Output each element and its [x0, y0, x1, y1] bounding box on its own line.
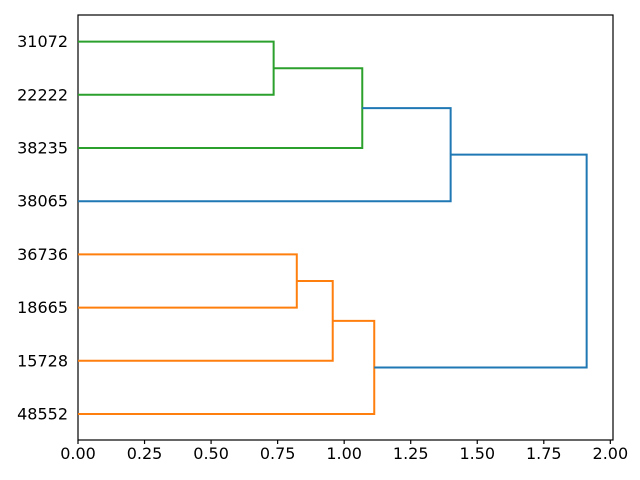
- dendrogram-link-3: [78, 253, 298, 309]
- leaf-label-18665: 18665: [17, 298, 68, 317]
- dendrogram-link-1: [78, 67, 364, 149]
- dendrogram-link-5: [78, 319, 376, 415]
- leaf-label-38235: 38235: [17, 139, 68, 158]
- dendrogram-link-4: [78, 280, 334, 362]
- leaf-label-38065: 38065: [17, 192, 68, 211]
- x-axis-tick-label: 0.25: [127, 444, 163, 463]
- x-axis-tick-label: 1.00: [326, 444, 362, 463]
- x-axis-tick-label: 2.00: [593, 444, 629, 463]
- x-axis-tick-label: 1.75: [526, 444, 562, 463]
- x-axis-tick-label: 1.50: [459, 444, 495, 463]
- leaf-label-22222: 22222: [17, 85, 68, 104]
- dendrogram-link-2: [78, 107, 452, 203]
- leaf-label-48552: 48552: [17, 405, 68, 424]
- x-axis-tick-label: 1.25: [393, 444, 429, 463]
- leaf-label-31072: 31072: [17, 32, 68, 51]
- leaf-label-36736: 36736: [17, 245, 68, 264]
- x-axis-tick-label: 0.50: [193, 444, 229, 463]
- x-axis-tick-label: 0.00: [60, 444, 96, 463]
- leaf-label-15728: 15728: [17, 351, 68, 370]
- dendrogram-link-0: [78, 40, 275, 96]
- dendrogram-link-6: [374, 153, 588, 369]
- plot-border: [77, 14, 614, 441]
- x-axis-tick-label: 0.75: [260, 444, 296, 463]
